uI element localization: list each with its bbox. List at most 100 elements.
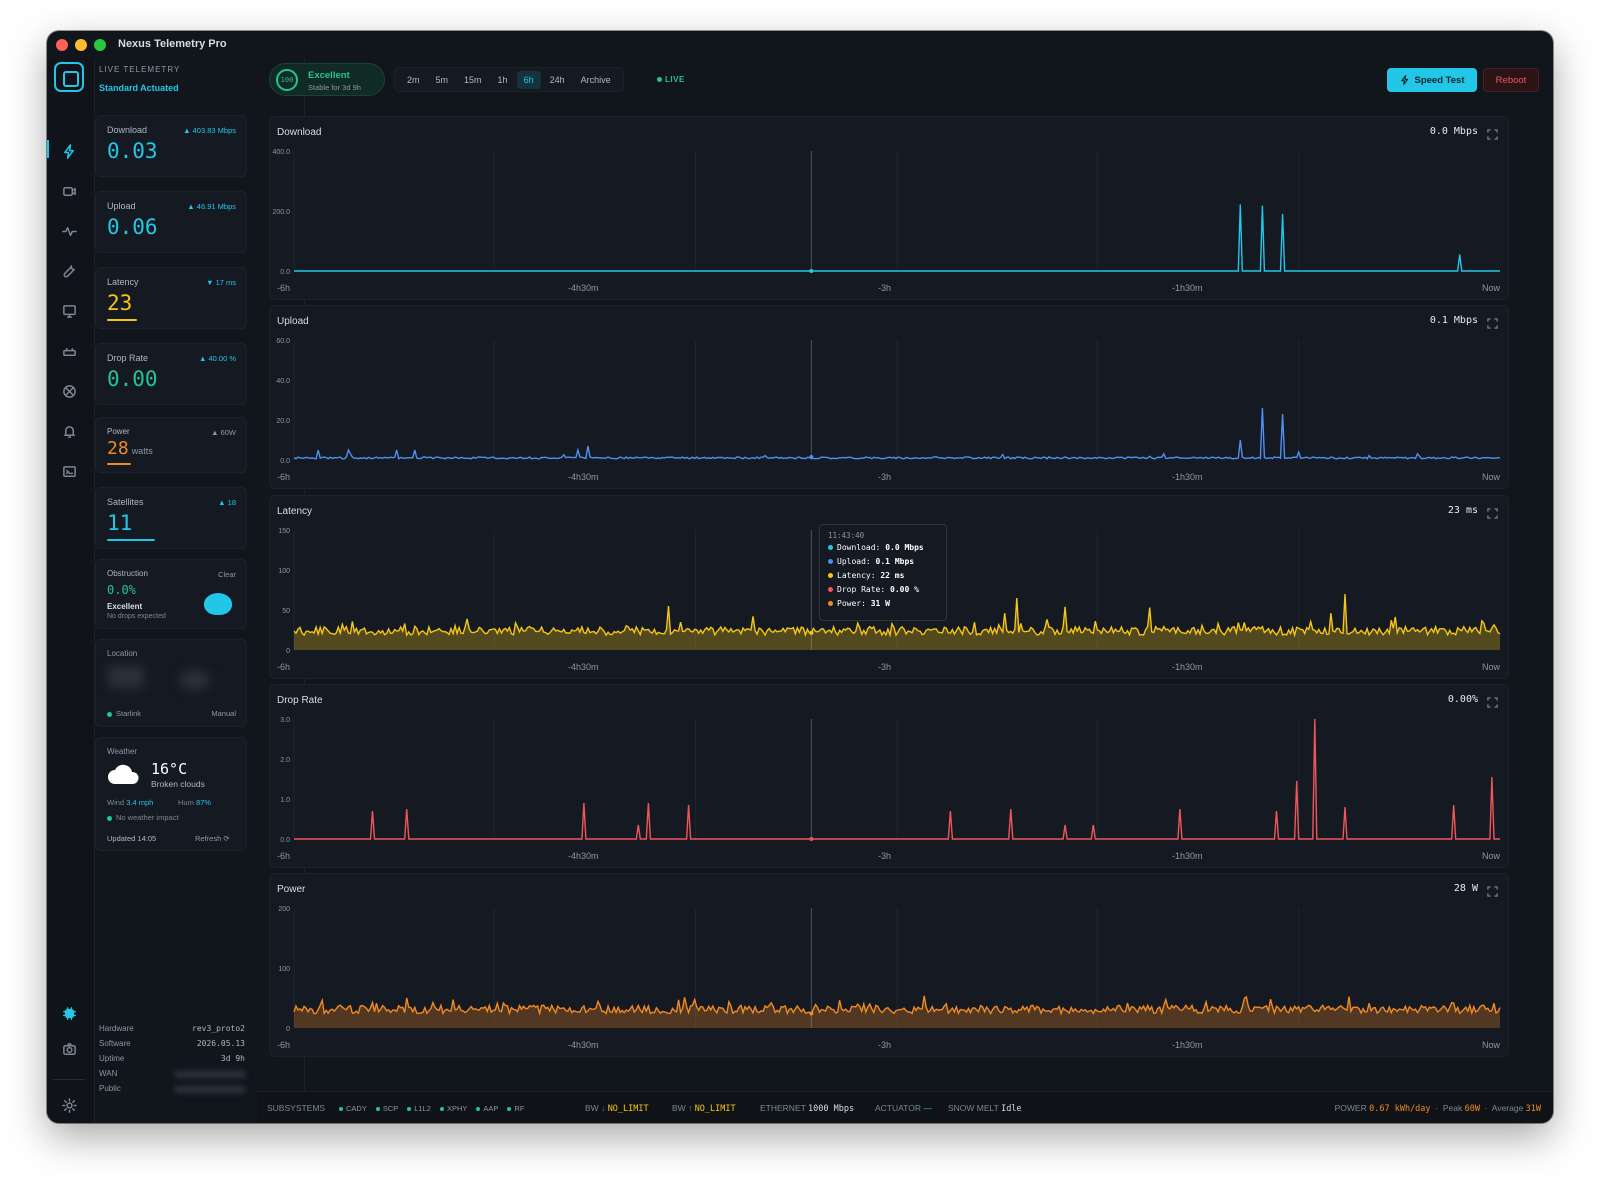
actuator-label: ACTUATOR [875, 1103, 921, 1113]
software-row: Software 2026.05.13 [99, 1039, 245, 1054]
subsystem-chips: CADY SCP L1L2 XPHY AAP RF [339, 1103, 533, 1113]
system-info: Hardware rev3_proto2 Software 2026.05.13 U… [99, 1024, 245, 1099]
bolt-icon[interactable] [57, 139, 81, 163]
status-dot [339, 1107, 343, 1112]
upload-card[interactable]: Upload ▲ 46.91 Mbps 0.06 [95, 191, 247, 253]
chart-current-value: 0.1 Mbps [1429, 315, 1478, 326]
download-chart-panel[interactable]: 400.0 200.0 0.0 Download 0.0 Mbps -6h -4h30m -3… [269, 116, 1509, 300]
location-mode[interactable]: Manual [211, 709, 236, 718]
zoom-window-button[interactable] [94, 39, 106, 51]
health-badge[interactable]: 100 Excellent Stable for 3d 9h [269, 63, 385, 96]
subsystem-name: CADY [346, 1104, 367, 1113]
range-option[interactable]: 5m [435, 74, 449, 85]
series-line [294, 204, 1500, 272]
chart-title: Upload [277, 316, 309, 327]
location-card[interactable]: Location Starlink Manual [95, 639, 247, 727]
y-tick-label: 60.0 [276, 338, 290, 345]
y-tick-label: 0 [286, 1026, 290, 1033]
monitor-icon[interactable] [57, 299, 81, 323]
series-dot [828, 573, 833, 578]
actuator: ACTUATOR — [875, 1103, 932, 1113]
expand-icon[interactable] [1487, 884, 1498, 897]
y-tick-label: 2.0 [280, 757, 290, 764]
upload-chart-panel[interactable]: 60.0 40.0 20.0 0.0 Upload 0.1 Mbps -6h -4h30m -3… [269, 305, 1509, 489]
chip-icon[interactable] [57, 1001, 81, 1025]
subsystems-label: SUBSYSTEMS [267, 1103, 326, 1113]
latency-value: 23 [107, 291, 133, 315]
tooltip-row: Power: 31 W [828, 599, 938, 613]
pulse-icon[interactable] [57, 219, 81, 243]
x-tick-label: -3h [878, 851, 892, 861]
satellites-card[interactable]: Satellites ▲ 18 11 [95, 487, 247, 549]
reboot-button[interactable]: Reboot [1483, 68, 1539, 92]
location-footer: Starlink Manual [107, 709, 236, 718]
chart-current-value: 23 ms [1447, 505, 1478, 516]
range-option[interactable]: 24h [549, 74, 565, 85]
power-plot: 200 100 0 [278, 906, 1501, 1033]
range-option[interactable]: 1h [497, 74, 508, 85]
ethernet: ETHERNET 1000 Mbps [760, 1103, 854, 1114]
power-delta: ▲ 60W [211, 428, 236, 437]
peak-value: 60W [1464, 1104, 1480, 1114]
terminal-icon[interactable] [57, 459, 81, 483]
range-option[interactable]: 2m [407, 74, 420, 85]
subsystem-chip: XPHY [439, 1104, 468, 1113]
x-tick-label: Now [1481, 472, 1500, 482]
expand-icon[interactable] [1487, 316, 1498, 329]
weather-refresh-button[interactable]: Refresh ⟳ [195, 834, 230, 843]
minimize-window-button[interactable] [75, 39, 87, 51]
tooltip-row: Upload: 0.1 Mbps [828, 557, 938, 571]
download-card[interactable]: Download ▲ 403.83 Mbps 0.03 [95, 115, 247, 177]
tooltip-row: Drop Rate: 0.00 % [828, 585, 938, 599]
series-area [294, 594, 1500, 650]
wrench-icon[interactable] [57, 259, 81, 283]
settings-icon[interactable] [57, 1093, 81, 1117]
power-chart-panel[interactable]: 200 100 0 Power 28 W -6h -4h30m -3h -1h30m Now [269, 873, 1509, 1057]
y-tick-label: 200 [278, 906, 290, 913]
wan-redacted [175, 1071, 245, 1078]
location-redacted [108, 666, 144, 688]
latency-card[interactable]: Latency ▼ 17 ms 23 [95, 267, 247, 329]
expand-icon[interactable] [1487, 127, 1498, 140]
subsystem-name: XPHY [446, 1104, 468, 1113]
series-line [294, 718, 1500, 840]
range-option[interactable]: 6h [516, 70, 541, 89]
subsystem-name: AAP [483, 1104, 499, 1113]
bw-down-label: BW ↓ [585, 1103, 606, 1113]
average-value: 31W [1525, 1104, 1541, 1114]
location-label: Location [107, 649, 138, 658]
drop-rate-delta: ▲ 40.00 % [198, 354, 236, 363]
range-option[interactable]: 15m [464, 74, 482, 85]
video-icon[interactable] [57, 179, 81, 203]
bw-up-label: BW ↑ [672, 1103, 693, 1113]
power-card[interactable]: Power ▲ 60W 28 watts [95, 417, 247, 473]
obstruction-card[interactable]: Obstruction Clear 0.0% Excellent No drop… [95, 559, 247, 629]
y-tick-label: 0.0 [280, 458, 290, 465]
weather-card[interactable]: Weather 16°C Broken clouds Wind 3.4 mph … [95, 737, 247, 851]
drop-rate-card[interactable]: Drop Rate ▲ 40.00 % 0.00 [95, 343, 247, 405]
camera-icon[interactable] [57, 1037, 81, 1061]
weather-updated: Updated 14:05 [107, 834, 157, 843]
health-score: 100 [276, 69, 298, 91]
x-tick-label: -4h30m [568, 472, 599, 482]
obstruction-clear: Clear [218, 570, 236, 579]
x-tick-label: -6h [277, 283, 291, 293]
download-label: Download [107, 125, 148, 135]
satellites-value: 11 [107, 511, 133, 535]
sidebar-mode[interactable]: Standard Actuated [99, 83, 179, 93]
router-icon[interactable] [57, 339, 81, 363]
expand-icon[interactable] [1487, 695, 1498, 708]
app-title: Nexus Telemetry Pro [118, 38, 227, 50]
status-dot [107, 711, 112, 717]
drop-rate-chart-panel[interactable]: 3.0 2.0 1.0 0.0 Drop Rate 0.00% -6h -4h30m -3h -1… [269, 684, 1509, 868]
close-window-button[interactable] [56, 39, 68, 51]
expand-icon[interactable] [1487, 506, 1498, 519]
x-tick-label: -1h30m [1172, 851, 1203, 861]
bell-icon[interactable] [57, 419, 81, 443]
speed-test-button[interactable]: Speed Test [1387, 68, 1477, 92]
weather-humidity: Hum 87% [178, 798, 211, 807]
satellite-icon[interactable] [57, 379, 81, 403]
range-option[interactable]: Archive [580, 74, 611, 85]
series-area [294, 995, 1500, 1028]
series-dot [828, 601, 833, 606]
